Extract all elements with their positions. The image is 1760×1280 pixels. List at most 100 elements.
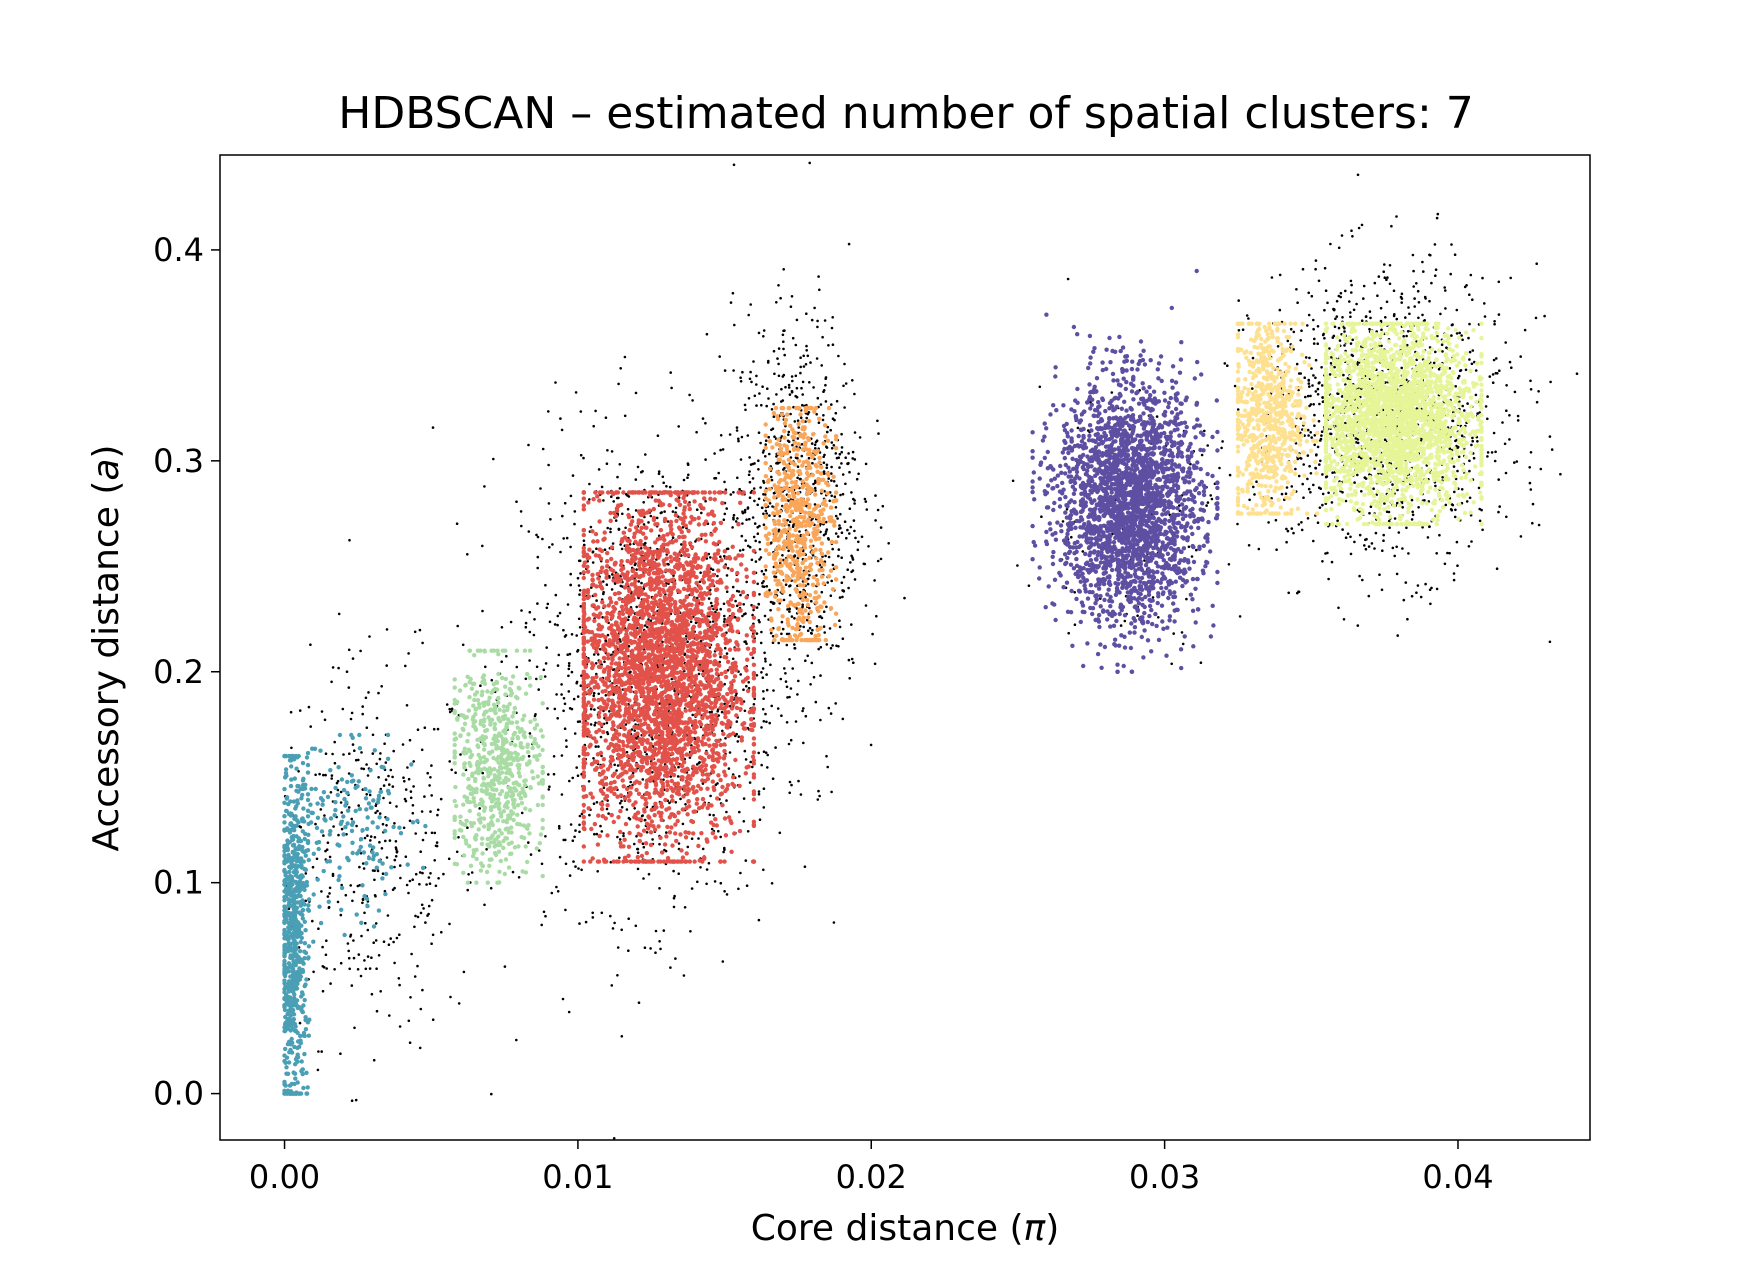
noise-point <box>409 996 412 999</box>
noise-point <box>586 560 589 563</box>
noise-point <box>1439 312 1442 316</box>
noise-point <box>835 644 838 648</box>
noise-point <box>819 674 822 677</box>
noise-point <box>787 430 791 434</box>
noise-point <box>1460 488 1464 491</box>
noise-point <box>1400 292 1404 296</box>
noise-point <box>1350 283 1353 287</box>
noise-point <box>743 640 746 644</box>
noise-point <box>887 542 890 545</box>
noise-point <box>752 487 756 490</box>
noise-point <box>641 778 645 781</box>
noise-point <box>631 515 635 519</box>
noise-point <box>391 785 395 788</box>
noise-point <box>759 556 763 559</box>
noise-point <box>1328 347 1331 350</box>
noise-point <box>671 510 675 513</box>
noise-point <box>579 453 583 457</box>
noise-point <box>826 581 829 584</box>
noise-point <box>430 794 434 797</box>
cluster-1-point <box>344 800 349 805</box>
noise-point <box>708 813 712 817</box>
cluster-1-point <box>341 787 347 793</box>
cluster-2-point <box>474 856 479 862</box>
noise-point <box>847 586 850 590</box>
noise-point <box>544 835 547 838</box>
cluster-0-point <box>296 893 301 898</box>
noise-point <box>1295 362 1299 366</box>
noise-point <box>1454 385 1457 388</box>
noise-point <box>352 890 356 894</box>
noise-point <box>1358 574 1361 578</box>
noise-point <box>1341 316 1344 319</box>
noise-point <box>1251 387 1254 390</box>
noise-point <box>1410 518 1414 521</box>
noise-point <box>723 646 727 650</box>
noise-point <box>748 470 751 473</box>
noise-point <box>536 535 540 539</box>
noise-point <box>809 361 812 364</box>
cluster-1-point <box>314 840 319 845</box>
noise-point <box>810 632 813 635</box>
cluster-1-point <box>360 883 365 888</box>
noise-point <box>1469 273 1473 277</box>
noise-point <box>850 623 853 626</box>
noise-point <box>1440 343 1444 347</box>
noise-point <box>524 621 528 625</box>
noise-point <box>398 933 401 936</box>
noise-point <box>421 988 424 992</box>
noise-point <box>780 714 783 717</box>
noise-point <box>618 801 622 805</box>
noise-point <box>363 836 367 840</box>
noise-point <box>592 653 596 656</box>
noise-point <box>744 859 748 862</box>
noise-point <box>780 387 783 391</box>
noise-point <box>1296 457 1300 461</box>
noise-point <box>822 470 826 473</box>
noise-point <box>564 862 568 866</box>
noise-point <box>389 937 393 940</box>
noise-point <box>337 666 340 670</box>
noise-point <box>713 452 716 455</box>
noise-point <box>1340 234 1344 237</box>
noise-point <box>297 770 300 773</box>
noise-point <box>699 639 703 643</box>
noise-point <box>760 763 763 767</box>
cluster-0-point <box>289 1022 294 1028</box>
noise-point <box>627 917 630 920</box>
noise-point <box>737 735 741 738</box>
noise-point <box>860 535 864 539</box>
noise-point <box>785 685 789 689</box>
noise-point <box>448 707 452 711</box>
noise-point <box>544 662 548 665</box>
noise-point <box>786 519 789 522</box>
noise-point <box>505 654 508 658</box>
noise-point <box>570 633 574 636</box>
noise-point <box>1300 521 1303 524</box>
noise-point <box>903 596 906 600</box>
noise-point <box>1407 552 1410 555</box>
noise-point <box>659 511 663 515</box>
noise-point <box>348 752 351 755</box>
noise-point <box>674 506 678 510</box>
noise-point <box>1331 471 1334 475</box>
noise-point <box>788 593 792 597</box>
noise-point <box>1123 619 1127 623</box>
cluster-0-point <box>285 1071 291 1077</box>
noise-point <box>775 301 778 304</box>
noise-point <box>787 524 791 527</box>
cluster-0-point <box>304 1091 309 1096</box>
noise-point <box>1324 289 1328 293</box>
noise-point <box>743 749 747 753</box>
noise-point <box>755 606 759 609</box>
cluster-1-point <box>363 796 369 801</box>
noise-point <box>1061 520 1065 523</box>
noise-point <box>484 665 487 669</box>
noise-point <box>1353 540 1356 544</box>
noise-point <box>722 850 725 854</box>
noise-point <box>322 834 325 837</box>
noise-point <box>705 332 709 336</box>
noise-point <box>877 432 880 435</box>
noise-point <box>831 563 835 567</box>
noise-point <box>732 369 735 372</box>
